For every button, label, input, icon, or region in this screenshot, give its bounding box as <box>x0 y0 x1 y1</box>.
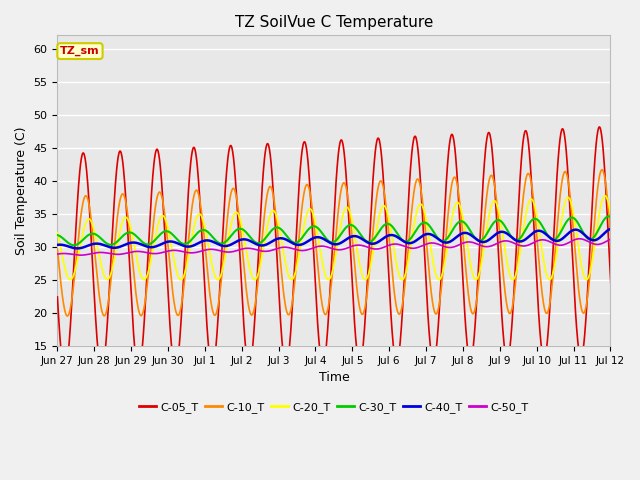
X-axis label: Time: Time <box>319 371 349 384</box>
Text: TZ_sm: TZ_sm <box>60 46 100 56</box>
Y-axis label: Soil Temperature (C): Soil Temperature (C) <box>15 126 28 255</box>
Title: TZ SoilVue C Temperature: TZ SoilVue C Temperature <box>235 15 433 30</box>
Legend: C-05_T, C-10_T, C-20_T, C-30_T, C-40_T, C-50_T: C-05_T, C-10_T, C-20_T, C-30_T, C-40_T, … <box>135 398 533 418</box>
